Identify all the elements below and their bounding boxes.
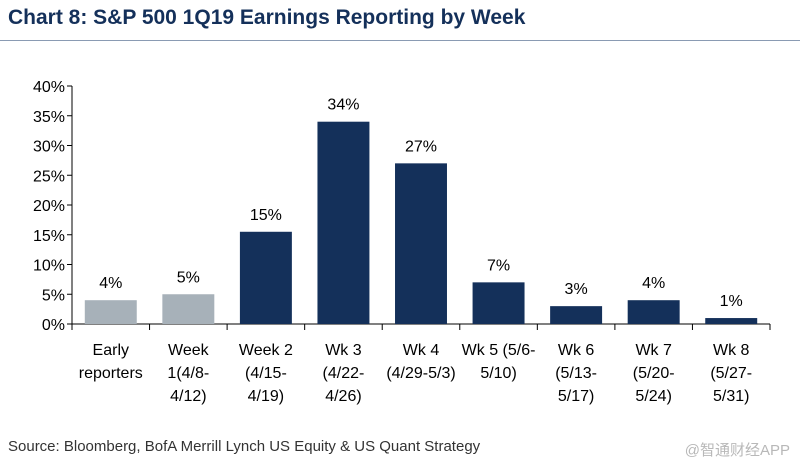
- x-tick-label: Week 2: [239, 342, 293, 359]
- bar: [705, 318, 758, 324]
- data-label: 3%: [565, 281, 588, 298]
- source-note: Source: Bloomberg, BofA Merrill Lynch US…: [8, 438, 481, 455]
- x-tick-label: 5/10): [480, 365, 516, 382]
- y-tick-label: 5%: [42, 287, 65, 304]
- x-tick-label: (5/27-: [710, 365, 752, 382]
- y-tick-label: 25%: [33, 168, 65, 185]
- x-tick-label: (4/29-5/3): [386, 365, 455, 382]
- bar: [395, 163, 447, 324]
- title-divider: [0, 40, 800, 41]
- bar: [162, 294, 215, 324]
- x-tick-label: 5/24): [635, 388, 671, 405]
- x-tick-label: 4/12): [170, 388, 206, 405]
- data-label: 5%: [177, 269, 200, 286]
- bar: [472, 282, 525, 324]
- y-tick-label: 40%: [33, 79, 65, 96]
- bar: [239, 231, 292, 324]
- data-label: 4%: [99, 275, 122, 292]
- x-tick-label: 5/31): [713, 388, 749, 405]
- x-tick-label: 1(4/8-: [167, 365, 209, 382]
- x-tick-label: 4/19): [248, 388, 284, 405]
- x-tick-label: Wk 4: [403, 342, 440, 359]
- data-label: 27%: [405, 138, 437, 155]
- bar: [627, 300, 680, 324]
- x-tick-label: Wk 5 (5/6-: [462, 342, 536, 359]
- bar: [550, 306, 603, 324]
- x-tick-label: Wk 6: [558, 342, 595, 359]
- x-axis: [71, 323, 771, 330]
- data-label: 34%: [327, 97, 359, 114]
- x-tick-label: Wk 8: [713, 342, 750, 359]
- bar: [317, 121, 370, 324]
- chart-title: Chart 8: S&P 500 1Q19 Earnings Reporting…: [8, 6, 526, 29]
- x-tick-label: Wk 3: [325, 342, 362, 359]
- x-tick-label: (5/13-: [555, 365, 597, 382]
- x-tick-label: (4/15-: [245, 365, 287, 382]
- x-tick-label: Week: [168, 342, 210, 359]
- y-axis: 0% 5% 10% 15% 20% 25% 30% 35% 40%: [33, 79, 73, 334]
- value-labels: 4% 5% 15% 34% 27% 7% 3% 4% 1%: [99, 97, 743, 310]
- y-tick-label: 35%: [33, 109, 65, 126]
- bar-series: [84, 121, 758, 324]
- data-label: 4%: [642, 275, 665, 292]
- data-label: 1%: [720, 293, 743, 310]
- x-tick-label: reporters: [79, 365, 143, 382]
- data-label: 15%: [250, 207, 282, 224]
- data-label: 7%: [487, 257, 510, 274]
- x-tick-label: (5/20-: [633, 365, 675, 382]
- y-tick-label: 30%: [33, 139, 65, 156]
- category-labels: Early reporters Week 1(4/8- 4/12) Week 2 (4/15…: [79, 342, 752, 405]
- x-tick-label: 4/26): [325, 388, 361, 405]
- y-tick-label: 15%: [33, 228, 65, 245]
- x-tick-label: Early: [93, 342, 129, 359]
- bar: [84, 300, 137, 324]
- x-tick-label: 5/17): [558, 388, 594, 405]
- x-tick-label: Wk 7: [635, 342, 672, 359]
- y-tick-label: 0%: [42, 317, 65, 334]
- x-tick-label: (4/22-: [323, 365, 365, 382]
- watermark: @智通财经APP: [684, 442, 790, 459]
- y-tick-label: 20%: [33, 198, 65, 215]
- y-tick-label: 10%: [33, 258, 65, 275]
